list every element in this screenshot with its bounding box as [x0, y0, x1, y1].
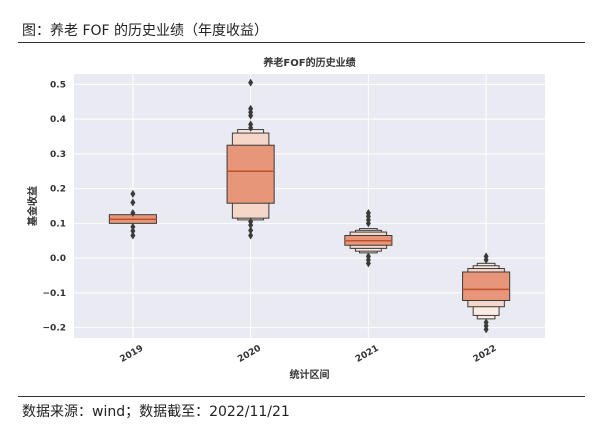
outlier-point [248, 111, 254, 120]
box-main [226, 144, 275, 204]
x-tick-label: 2020 [236, 344, 263, 365]
outlier-point [130, 227, 136, 236]
y-tick-label: −0.1 [43, 289, 66, 299]
plot-group: −0.2 −0.1 0.0 0.1 0.2 0.3 0.4 0.5 2019 2020 2021 20… [43, 74, 545, 365]
outlier-point [248, 226, 254, 235]
outlier-point [483, 325, 489, 334]
outlier-point [130, 231, 136, 240]
outlier-point [248, 123, 254, 132]
x-tick-label: 2021 [354, 344, 381, 365]
y-tick-label: 0.4 [50, 115, 66, 125]
boxen-chart: −0.2 −0.1 0.0 0.1 0.2 0.3 0.4 0.5 2019 2020 2021 20… [26, 56, 545, 381]
outlier-point [130, 198, 136, 207]
y-tick-label: 0.0 [50, 254, 66, 264]
bottom-rule [18, 396, 585, 397]
x-tick-label: 2019 [119, 344, 146, 365]
top-rule [18, 42, 585, 43]
figure-caption: 图：养老 FOF 的历史业绩（年度收益） [22, 23, 269, 39]
chart-title: 养老FOF的历史业绩 [262, 56, 355, 69]
box-main [462, 271, 511, 301]
x-tick-label: 2022 [472, 344, 499, 365]
outlier-point [365, 219, 371, 228]
y-axis-title: 基金收益 [26, 186, 39, 227]
outlier-point [483, 255, 489, 264]
y-tick-label: 0.1 [50, 219, 66, 229]
y-tick-label: 0.3 [50, 150, 66, 160]
y-tick-label: −0.2 [43, 324, 66, 334]
x-axis-title: 统计区间 [290, 368, 330, 381]
outlier-point [130, 208, 136, 217]
outlier-point [248, 78, 254, 87]
data-source-note: 数据来源：wind；数据截至：2022/11/21 [22, 404, 290, 420]
outlier-point [365, 259, 371, 268]
outlier-point [130, 189, 136, 198]
outlier-point [248, 221, 254, 230]
y-tick-label: 0.2 [50, 185, 66, 195]
y-tick-label: 0.5 [50, 80, 66, 90]
outlier-point [248, 231, 254, 240]
outlier-point [130, 222, 136, 231]
